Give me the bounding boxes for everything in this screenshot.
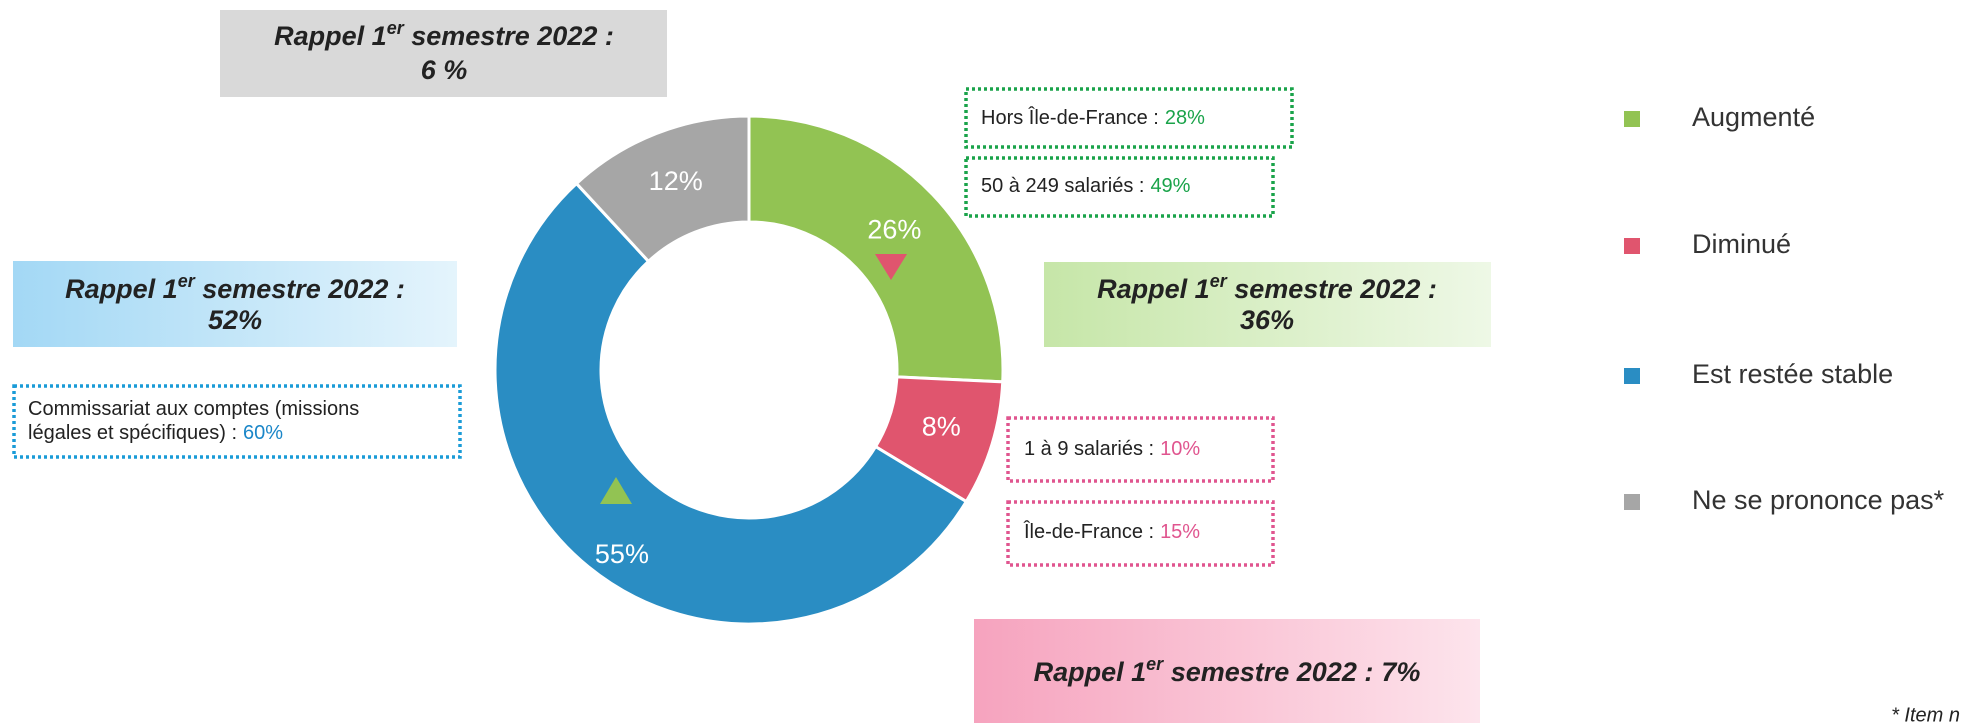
detail-box (964, 87, 1294, 149)
recall-suffix: semestre 2022 : (1163, 657, 1373, 687)
detail-label: Île-de-France : (1023, 520, 1154, 543)
recall-sup: er (1146, 654, 1164, 674)
slice-label: 12% (649, 166, 703, 196)
recall-sup: er (1210, 271, 1228, 291)
recall-title: Rappel 1er semestre 2022 : (65, 271, 405, 304)
recall-box (974, 619, 1480, 723)
recall-title: Rappel 1er semestre 2022 : (1097, 271, 1437, 304)
detail-box (1006, 500, 1275, 567)
detail-value: 10% (1160, 438, 1200, 460)
detail-label: 1 à 9 salariés : (1024, 438, 1154, 460)
slice-label: 8% (922, 412, 961, 442)
trend-up (600, 477, 632, 504)
recall-value: 52% (208, 305, 262, 335)
recall-prefix: Rappel 1 (1097, 274, 1210, 304)
detail-label: légales et spécifiques) : (28, 422, 237, 444)
recall-box (13, 261, 457, 347)
recall-box (1044, 262, 1491, 347)
legend-swatch (1624, 368, 1640, 384)
detail-text: Hors Île-de-France : 28% (981, 106, 1205, 129)
detail-value: 28% (1165, 107, 1205, 129)
recall-sup: er (178, 271, 196, 291)
slice (574, 114, 751, 264)
detail-label: 50 à 249 salariés : (981, 175, 1144, 197)
detail-label: Commissariat aux comptes (missions (28, 398, 359, 420)
recall-sup: er (387, 18, 405, 38)
detail-box (12, 384, 462, 459)
recall-value: 7% (1381, 657, 1420, 687)
slice-label: 26% (867, 214, 921, 244)
detail-label: Hors Île-de-France : (981, 106, 1159, 129)
recall-title: Rappel 1er semestre 2022 : 7% (1034, 654, 1421, 687)
detail-text: 50 à 249 salariés : 49% (981, 175, 1191, 197)
recall-suffix: semestre 2022 : (195, 274, 405, 304)
slice-label: 55% (595, 539, 649, 569)
recall-value: 6 % (421, 55, 468, 85)
recall-suffix: semestre 2022 : (404, 21, 614, 51)
detail-text: Commissariat aux comptes (missions (28, 398, 359, 420)
legend-label: Est restée stable (1692, 359, 1893, 389)
recall-box (220, 10, 667, 97)
detail-box (964, 156, 1275, 218)
legend-swatch (1624, 238, 1640, 254)
legend-label: Ne se prononce pas* (1692, 485, 1945, 515)
detail-value: 15% (1160, 521, 1200, 543)
recall-prefix: Rappel 1 (1034, 657, 1147, 687)
legend-label: Augmenté (1692, 102, 1815, 132)
slice (747, 114, 1005, 384)
recall-title: Rappel 1er semestre 2022 : (274, 18, 614, 51)
legend-swatch (1624, 111, 1640, 127)
footnote: * Item n (1891, 704, 1960, 723)
detail-value: 49% (1150, 175, 1190, 197)
recall-prefix: Rappel 1 (274, 21, 387, 51)
slice (493, 181, 969, 626)
trend-down (875, 254, 907, 280)
recall-suffix: semestre 2022 : (1227, 274, 1437, 304)
detail-text: 1 à 9 salariés : 10% (1024, 438, 1200, 460)
donut (493, 114, 1005, 626)
detail-text: Île-de-France : 15% (1023, 520, 1200, 543)
legend-swatch (1624, 494, 1640, 510)
legend-label: Diminué (1692, 229, 1791, 259)
recall-value: 36% (1240, 305, 1294, 335)
detail-boxes (12, 87, 1294, 567)
detail-value: 60% (243, 422, 283, 444)
detail-text: légales et spécifiques) : 60% (28, 422, 283, 444)
recall-prefix: Rappel 1 (65, 274, 178, 304)
detail-box (1006, 416, 1275, 483)
